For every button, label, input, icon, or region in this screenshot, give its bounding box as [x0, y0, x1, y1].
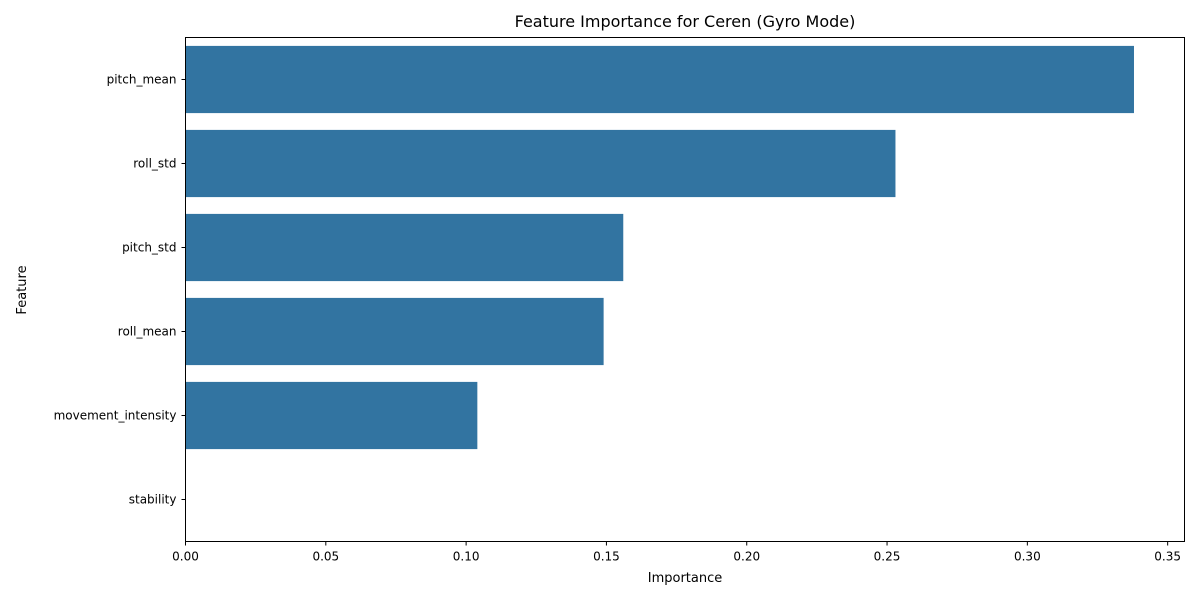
bar-pitch-std: [185, 213, 624, 282]
x-tick-label: 0.20: [733, 550, 760, 564]
y-tick-label: roll_std: [133, 157, 176, 171]
y-tick-label: pitch_std: [122, 241, 176, 255]
y-tick-label: pitch_mean: [107, 73, 177, 87]
bar-roll-mean: [185, 297, 604, 366]
y-tick-label: movement_intensity: [54, 409, 177, 423]
x-axis-ticks: 0.00 0.05 0.10 0.15 0.20 0.25 0.30 0.35: [172, 541, 1181, 564]
x-tick-label: 0.30: [1014, 550, 1041, 564]
x-tick-label: 0.10: [453, 550, 480, 564]
bar-roll-std: [185, 129, 896, 198]
bar-pitch-mean: [185, 45, 1134, 114]
x-tick-label: 0.25: [874, 550, 901, 564]
bar-movement-intensity: [185, 381, 478, 450]
y-axis-label: Feature: [15, 265, 30, 314]
plot-frame: [185, 37, 1185, 542]
bars-group: [185, 45, 1134, 450]
x-axis-label: Importance: [648, 571, 723, 586]
chart-title: Feature Importance for Ceren (Gyro Mode): [515, 12, 856, 31]
x-tick-label: 0.35: [1154, 550, 1181, 564]
x-tick-label: 0.15: [593, 550, 620, 564]
x-tick-label: 0.05: [312, 550, 339, 564]
y-axis-ticks: pitch_mean roll_std pitch_std roll_meanmove…: [54, 73, 186, 507]
y-tick-label: roll_mean: [118, 325, 177, 339]
y-tick-label: stability: [129, 493, 177, 507]
x-tick-label: 0.00: [172, 550, 199, 564]
